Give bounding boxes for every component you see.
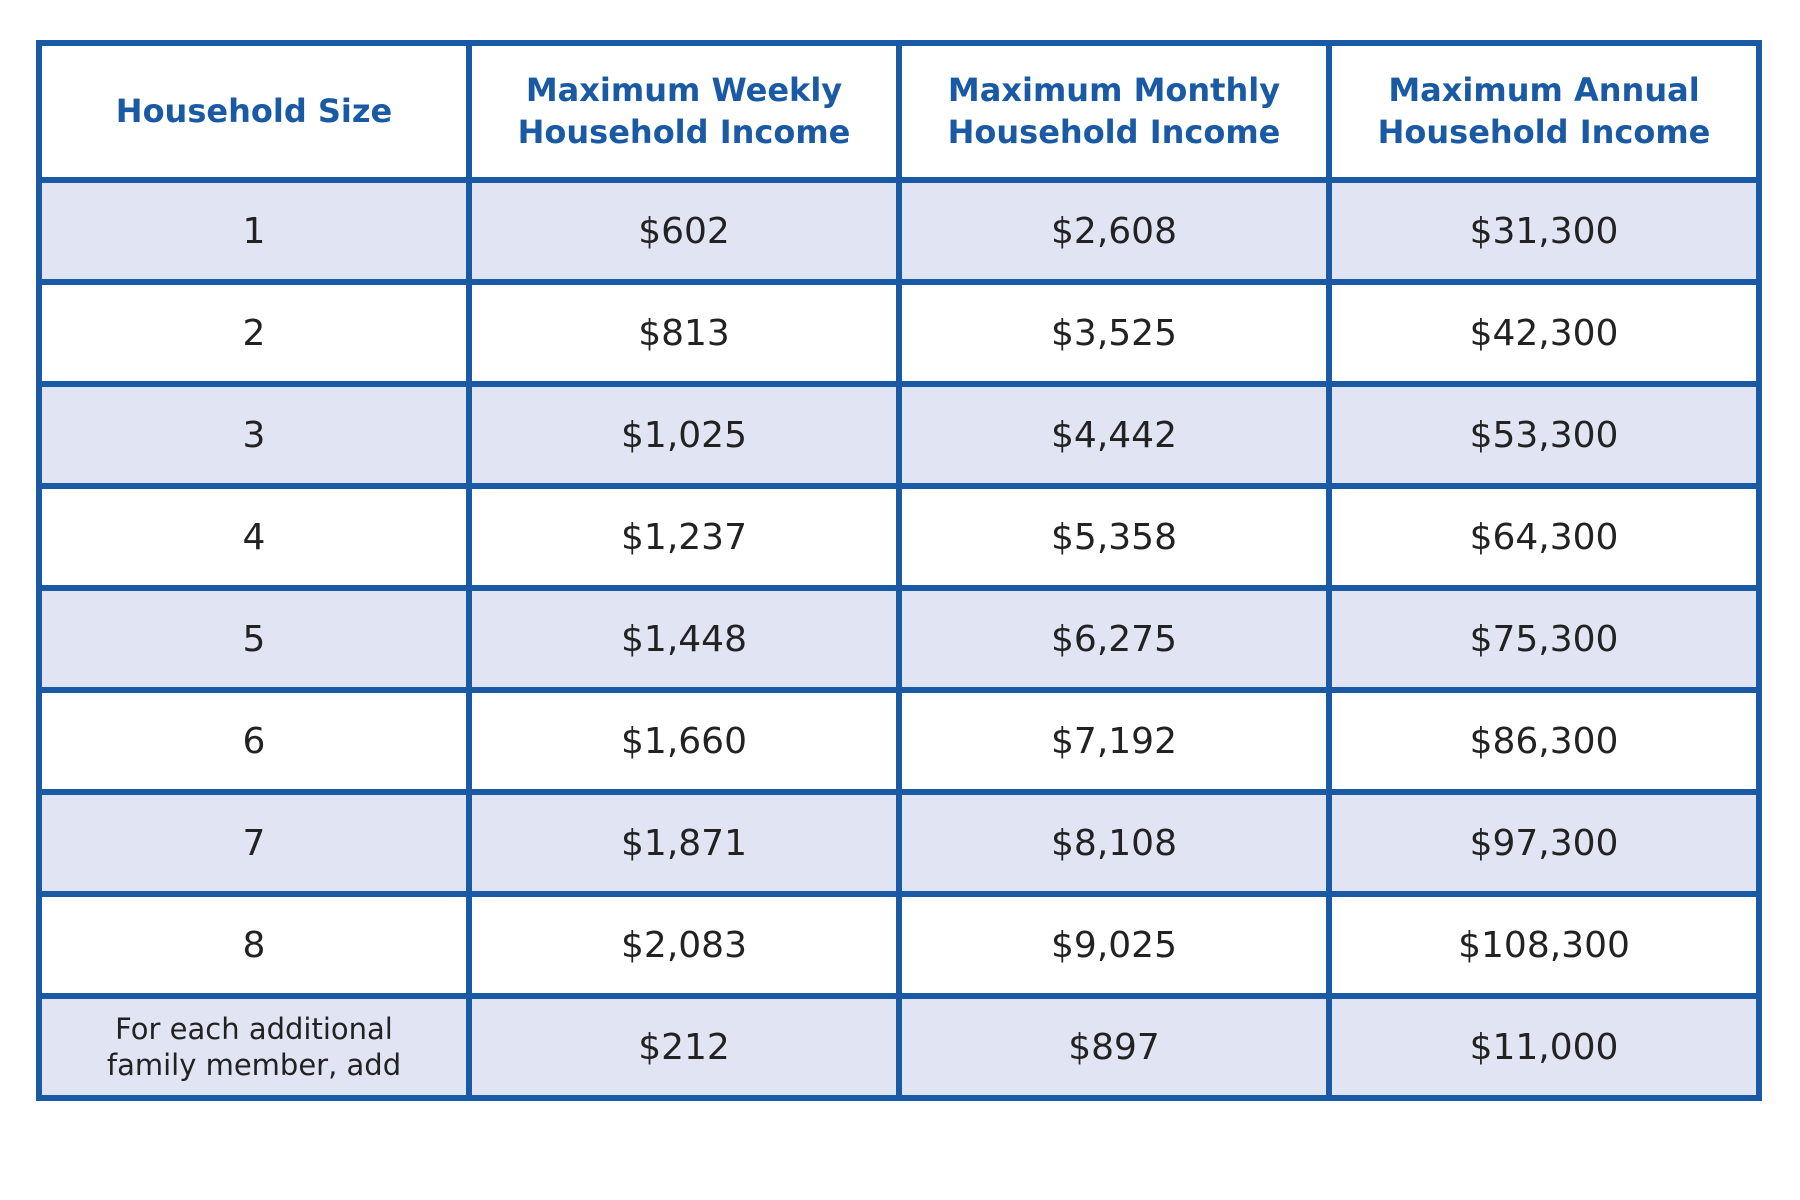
table-cell: $813 [466,279,902,387]
table-row: 8 $2,083 $9,025 $108,300 [36,891,1762,999]
table-cell: $11,000 [1326,993,1762,1101]
table-cell: 1 [36,177,472,285]
table-row: 5 $1,448 $6,275 $75,300 [36,585,1762,693]
table-cell: For each additional family member, add [36,993,472,1101]
table-cell: $9,025 [896,891,1332,999]
table-cell: 3 [36,381,472,489]
table-cell: $4,442 [896,381,1332,489]
table-cell: $8,108 [896,789,1332,897]
table-cell: $602 [466,177,902,285]
table-row: 7 $1,871 $8,108 $97,300 [36,789,1762,897]
table-row: 3 $1,025 $4,442 $53,300 [36,381,1762,489]
table-row: 2 $813 $3,525 $42,300 [36,279,1762,387]
table-cell: $897 [896,993,1332,1101]
table-body: 1 $602 $2,608 $31,300 2 $813 $3,525 $42,300 3 $1,… [36,177,1762,1101]
table-cell: $6,275 [896,585,1332,693]
header-cell: Household Size [36,40,472,183]
table-cell: $1,237 [466,483,902,591]
table-cell: $212 [466,993,902,1101]
table-cell: $86,300 [1326,687,1762,795]
table-cell: $2,083 [466,891,902,999]
table-cell: $75,300 [1326,585,1762,693]
table-cell: $1,871 [466,789,902,897]
header-row: Household Size Maximum Weekly Household I… [36,40,1762,183]
table-wrap: Household Size Maximum Weekly Household I… [36,40,1762,1101]
table-cell: 8 [36,891,472,999]
table-row: 4 $1,237 $5,358 $64,300 [36,483,1762,591]
table-cell: $7,192 [896,687,1332,795]
table-cell: $64,300 [1326,483,1762,591]
table-row: For each additional family member, add $2… [36,993,1762,1101]
table-cell: $53,300 [1326,381,1762,489]
table-cell: $42,300 [1326,279,1762,387]
table-cell: $108,300 [1326,891,1762,999]
table-cell: 7 [36,789,472,897]
header-cell: Maximum Monthly Household Income [896,40,1332,183]
table-cell: $1,025 [466,381,902,489]
table-cell: $31,300 [1326,177,1762,285]
header-cell: Maximum Weekly Household Income [466,40,902,183]
table-cell: 5 [36,585,472,693]
income-table: Household Size Maximum Weekly Household I… [36,40,1762,1101]
table-cell: 4 [36,483,472,591]
table-cell: $5,358 [896,483,1332,591]
table-row: 6 $1,660 $7,192 $86,300 [36,687,1762,795]
table-cell: 2 [36,279,472,387]
table-cell: $2,608 [896,177,1332,285]
table-cell: $3,525 [896,279,1332,387]
table-cell: $1,660 [466,687,902,795]
header-cell: Maximum Annual Household Income [1326,40,1762,183]
table-cell: $97,300 [1326,789,1762,897]
table-cell: 6 [36,687,472,795]
table-cell: $1,448 [466,585,902,693]
table-row: 1 $602 $2,608 $31,300 [36,177,1762,285]
